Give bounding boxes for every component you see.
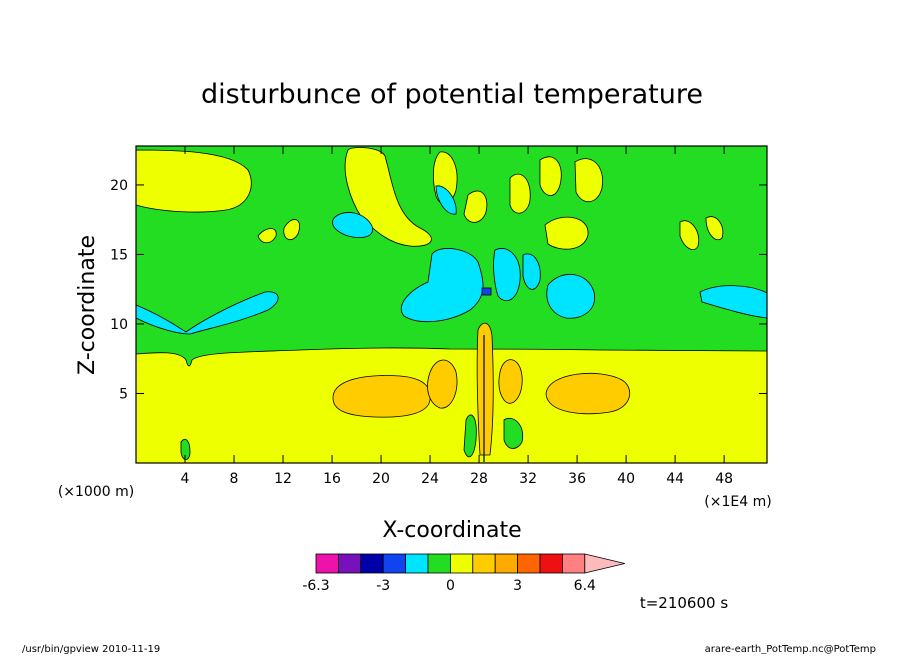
warm-anomaly-center-left (427, 359, 458, 409)
x-tick-label: 24 (421, 471, 439, 487)
upper-warm-right-1 (574, 158, 604, 203)
x-unit-right: (×1E4 m) (704, 494, 771, 510)
footer-left: /usr/bin/gpview 2010-11-19 (22, 644, 160, 654)
colorbar-swatch (494, 553, 519, 574)
colorbar-label: -6.3 (302, 578, 329, 594)
time-label: t=210600 s (640, 594, 728, 612)
surface-cell-far-left (180, 438, 191, 460)
colorbar: -6.3 -3 0 3 6.4 (302, 553, 625, 594)
cold-core (481, 287, 492, 296)
colorbar-label: 0 (446, 578, 455, 594)
warm-anomaly-right (545, 373, 631, 415)
colorbar-swatch (382, 553, 407, 574)
plot-area (135, 145, 768, 464)
x-tick-label: 4 (181, 471, 190, 487)
upper-warm-small-3 (679, 220, 700, 250)
upper-warm-mid-5 (539, 156, 562, 196)
upper-warm-small-1 (257, 228, 277, 244)
upper-warm-small-4 (705, 216, 724, 241)
x-tick-label: 28 (470, 471, 488, 487)
upper-warm-mid-3 (463, 190, 488, 223)
x-tick-label: 20 (372, 471, 390, 487)
cold-anomaly-upper (435, 185, 457, 215)
warm-anomaly-center-right (498, 359, 523, 404)
colorbar-swatch (427, 553, 451, 574)
plot-frame (135, 145, 768, 464)
colorbar-label: 3 (513, 578, 522, 594)
cold-anomaly-center (493, 248, 521, 302)
warm-anomaly-left (332, 375, 431, 418)
chart-title: disturbunce of potential temperature (201, 79, 703, 110)
colorbar-swatch (517, 553, 541, 574)
y-tick-label: 20 (110, 178, 128, 194)
x-tick-label: 16 (323, 471, 341, 487)
x-tick-label: 40 (617, 471, 635, 487)
upper-warm-left (135, 149, 252, 213)
surface-cell-right (503, 417, 524, 449)
colorbar-arrow (584, 553, 625, 574)
cold-anomaly-center-right (522, 253, 541, 290)
y-tick-label: 5 (119, 386, 128, 402)
central-plume (476, 322, 494, 456)
y-tick-label: 15 (110, 247, 128, 263)
cold-anomaly-right (546, 273, 595, 319)
colorbar-swatch (360, 553, 384, 574)
cold-anomaly-1 (332, 212, 373, 238)
colorbar-swatch (315, 553, 339, 574)
colorbar-swatch (405, 553, 429, 574)
upper-warm-right-2 (544, 216, 589, 250)
x-tick-label: 44 (666, 471, 684, 487)
x-tick-label: 36 (568, 471, 586, 487)
colorbar-label: -3 (376, 578, 390, 594)
x-tick-label: 8 (230, 471, 239, 487)
colorbar-label: 6.4 (574, 578, 596, 594)
cold-anomaly-center-left (401, 248, 484, 322)
x-tick-label: 32 (519, 471, 537, 487)
colorbar-swatch (449, 553, 474, 574)
x-axis-label: X-coordinate (382, 518, 521, 543)
x-unit-left: (×1000 m) (58, 484, 134, 500)
x-tick-label: 12 (274, 471, 292, 487)
colorbar-swatch (472, 553, 496, 574)
upper-warm-mid-4 (509, 173, 531, 214)
upper-warm-small-2 (283, 219, 300, 241)
y-tick-label: 10 (110, 317, 128, 333)
cold-wave-left (135, 291, 279, 335)
x-tick-label: 48 (715, 471, 733, 487)
footer-right: arare-earth_PotTemp.nc@PotTemp (705, 644, 876, 654)
colorbar-swatch (562, 553, 586, 574)
surface-cell-left (463, 414, 477, 458)
tick-marks (136, 146, 767, 463)
colorbar-swatch (539, 553, 563, 574)
colorbar-swatch (337, 553, 362, 574)
y-axis-label: Z-coordinate (75, 235, 100, 375)
